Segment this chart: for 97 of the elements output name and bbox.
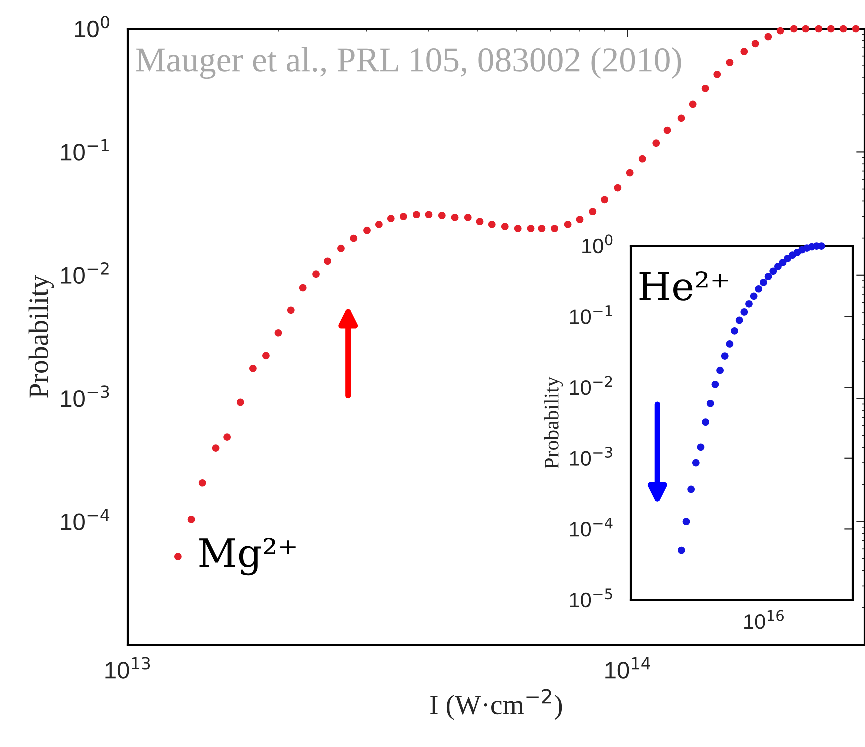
point xyxy=(626,169,634,177)
series-label: Mg²⁺ xyxy=(200,538,296,576)
point xyxy=(731,327,738,335)
point xyxy=(589,208,597,216)
point xyxy=(614,184,622,192)
point xyxy=(387,215,395,222)
point xyxy=(852,25,860,33)
point xyxy=(712,380,720,388)
x-axis-title: I (W·cm$^{−2}$) xyxy=(430,689,562,720)
point xyxy=(250,364,257,372)
point xyxy=(746,300,753,308)
point xyxy=(551,225,558,232)
point xyxy=(689,100,697,108)
point xyxy=(774,263,782,270)
point xyxy=(198,479,206,487)
point xyxy=(287,306,295,314)
point xyxy=(682,518,690,526)
point xyxy=(538,225,546,232)
point xyxy=(312,270,320,278)
point xyxy=(425,211,433,219)
point xyxy=(750,292,758,300)
point xyxy=(678,114,686,122)
point xyxy=(376,221,383,228)
series-label: He²⁺ xyxy=(640,271,728,301)
point xyxy=(697,444,705,452)
point xyxy=(702,418,710,426)
point xyxy=(188,516,196,524)
point xyxy=(688,486,695,494)
y-tick-label: 10$^{−4}$ xyxy=(61,509,110,530)
annotation: Mauger et al., PRL 105, 083002 (2010) xyxy=(136,47,682,80)
point xyxy=(638,155,646,163)
point xyxy=(706,400,714,408)
point xyxy=(212,444,220,452)
point xyxy=(601,196,608,204)
point xyxy=(451,214,459,222)
y-tick-label: 10$^{−1}$ xyxy=(61,140,109,161)
point xyxy=(726,59,734,66)
y-tick-label: 10$^{−3}$ xyxy=(570,446,612,466)
point xyxy=(802,25,810,33)
point xyxy=(776,27,784,35)
point xyxy=(274,329,282,337)
y-tick-label: 10$^{0}$ xyxy=(582,234,613,254)
y-tick-label: 10$^{−2}$ xyxy=(570,376,612,396)
point xyxy=(324,258,332,266)
point xyxy=(770,268,778,276)
point xyxy=(364,226,371,234)
point xyxy=(576,216,584,224)
y-tick-label: 10$^{−4}$ xyxy=(570,518,613,537)
point xyxy=(413,211,420,219)
point xyxy=(338,244,345,252)
point xyxy=(514,225,522,232)
point xyxy=(564,221,572,228)
point xyxy=(692,459,700,467)
point xyxy=(488,221,496,228)
point xyxy=(678,546,686,554)
point xyxy=(752,40,760,48)
point xyxy=(779,259,787,266)
point xyxy=(740,48,748,56)
point xyxy=(760,279,768,286)
point xyxy=(476,218,484,226)
x-tick-label: 10$^{14}$ xyxy=(606,658,650,679)
point xyxy=(299,284,307,292)
point xyxy=(464,214,472,222)
point xyxy=(236,398,244,406)
point xyxy=(755,285,763,293)
point xyxy=(721,352,729,360)
point xyxy=(174,553,182,560)
point xyxy=(764,33,772,41)
point xyxy=(527,225,535,232)
point xyxy=(740,308,748,316)
point xyxy=(262,352,270,360)
point xyxy=(652,140,660,148)
point xyxy=(664,126,672,134)
point xyxy=(501,223,509,230)
y-axis-title: Probability xyxy=(28,275,54,398)
y-axis-title: Probability xyxy=(544,376,564,469)
point xyxy=(726,340,734,348)
point xyxy=(736,316,744,324)
point xyxy=(714,70,722,78)
y-tick-label: 10$^{0}$ xyxy=(75,16,110,38)
point xyxy=(840,25,848,33)
point xyxy=(764,273,772,280)
point xyxy=(438,212,446,220)
y-tick-label: 10$^{−5}$ xyxy=(570,588,612,608)
point xyxy=(815,25,823,33)
point xyxy=(702,84,710,92)
point xyxy=(716,366,724,374)
point xyxy=(400,213,408,220)
y-tick-label: 10$^{−1}$ xyxy=(570,306,612,324)
x-tick-label: 10$^{13}$ xyxy=(106,657,150,679)
point xyxy=(790,25,798,33)
y-tick-label: 10$^{−2}$ xyxy=(61,262,109,284)
annotation: 10$^{16}$ xyxy=(744,610,784,630)
point xyxy=(827,25,835,33)
y-tick-label: 10$^{−3}$ xyxy=(61,386,110,408)
point xyxy=(350,234,358,242)
point xyxy=(224,434,231,441)
